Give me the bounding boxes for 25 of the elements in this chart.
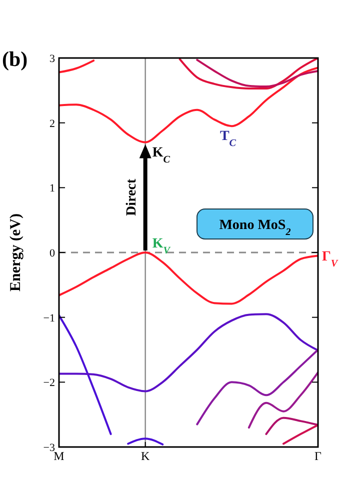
annotation: Mono MoS$_{2}$	[219, 218, 291, 238]
y-tick-label: 3	[50, 53, 56, 65]
annotation: K$_{C}$	[152, 145, 170, 165]
line-series	[178, 58, 318, 90]
y-tick-label: −1	[43, 312, 55, 324]
y-tick-label: 1	[50, 182, 55, 195]
line-series	[196, 348, 318, 426]
y-tick-label: 0	[50, 248, 56, 260]
annotation: K$_{V}$	[152, 236, 172, 256]
text: (b)	[2, 47, 28, 71]
y-tick-label: 2	[50, 118, 55, 130]
line-series	[196, 58, 318, 88]
line-series	[248, 371, 318, 429]
x-tick-label: K	[140, 449, 150, 463]
annotation: Γ$_{V}$	[322, 250, 339, 270]
annotation: Direct	[124, 178, 140, 216]
annotation: T$_{C}$	[220, 129, 236, 148]
y-tick-label: −2	[43, 377, 55, 390]
y-axis-title: Energy (eV)	[8, 214, 24, 292]
x-tick-label: M	[54, 449, 65, 463]
line-series	[265, 416, 318, 436]
x-tick-label: Γ	[314, 449, 322, 463]
line-series	[59, 313, 318, 392]
y-tick-label: −3	[43, 442, 56, 454]
line-series	[59, 314, 112, 436]
